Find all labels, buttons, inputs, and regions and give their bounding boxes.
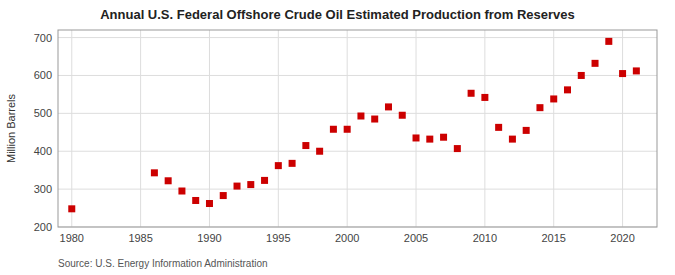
point — [426, 136, 433, 143]
point — [399, 112, 406, 119]
y-tick-label: 200 — [34, 221, 52, 233]
x-tick-label: 2010 — [473, 232, 497, 244]
x-tick-label: 2020 — [610, 232, 634, 244]
x-grid-line — [416, 30, 417, 227]
x-tick-label: 1980 — [60, 232, 84, 244]
y-tick-label: 300 — [34, 183, 52, 195]
point — [413, 134, 420, 141]
point — [385, 103, 392, 110]
x-grid-line — [209, 30, 210, 227]
point — [357, 112, 364, 119]
plot-frame — [58, 30, 657, 227]
chart-container: 1980 1985 1990 1995 2000 2005 2010 2015 2020 200 3… — [0, 0, 675, 275]
point — [550, 95, 557, 102]
point — [330, 126, 337, 133]
x-grid-line — [278, 30, 279, 227]
point — [454, 145, 461, 152]
point — [289, 160, 296, 167]
point — [536, 104, 543, 111]
point — [619, 70, 626, 77]
chart-svg: 1980 1985 1990 1995 2000 2005 2010 2015 2020 200 3… — [0, 0, 675, 275]
point — [165, 177, 172, 184]
point — [316, 148, 323, 155]
x-tick-label: 1995 — [266, 232, 290, 244]
x-tick-label: 1990 — [197, 232, 221, 244]
point — [206, 200, 213, 207]
y-grid-line — [58, 189, 657, 190]
y-grid-line — [58, 151, 657, 152]
y-grid-line — [58, 75, 657, 76]
point — [275, 162, 282, 169]
x-grid-line — [71, 30, 72, 227]
x-tick-label: 2000 — [335, 232, 359, 244]
y-axis-label: Million Barrels — [5, 93, 17, 163]
point — [468, 90, 475, 97]
point — [151, 169, 158, 176]
x-grid-line — [553, 30, 554, 227]
y-tick-label: 500 — [34, 107, 52, 119]
x-grid-line — [484, 30, 485, 227]
point — [633, 67, 640, 74]
point — [344, 126, 351, 133]
source-note: Source: U.S. Energy Information Administ… — [58, 258, 268, 269]
point — [605, 38, 612, 45]
point — [371, 116, 378, 123]
marks — [68, 38, 640, 212]
x-grid-line — [622, 30, 623, 227]
x-tick-label: 2005 — [404, 232, 428, 244]
point — [509, 136, 516, 143]
point — [178, 188, 185, 195]
title: Annual U.S. Federal Offshore Crude Oil E… — [100, 7, 575, 22]
y-grid-line — [58, 37, 657, 38]
point — [234, 183, 241, 190]
axes: 1980 1985 1990 1995 2000 2005 2010 2015 2020 200 3… — [34, 30, 657, 244]
point — [564, 86, 571, 93]
x-grid-line — [140, 30, 141, 227]
y-tick-label: 700 — [34, 32, 52, 44]
y-tick-label: 600 — [34, 69, 52, 81]
point — [578, 72, 585, 79]
point — [68, 205, 75, 212]
point — [495, 124, 502, 131]
point — [220, 192, 227, 199]
point — [523, 127, 530, 134]
point — [261, 177, 268, 184]
point — [302, 142, 309, 149]
y-tick-label: 400 — [34, 145, 52, 157]
x-tick-label: 1985 — [128, 232, 152, 244]
point — [481, 94, 488, 101]
point — [247, 181, 254, 188]
point — [192, 197, 199, 204]
point — [440, 134, 447, 141]
x-tick-label: 2015 — [541, 232, 565, 244]
grid — [58, 30, 657, 227]
point — [592, 60, 599, 67]
